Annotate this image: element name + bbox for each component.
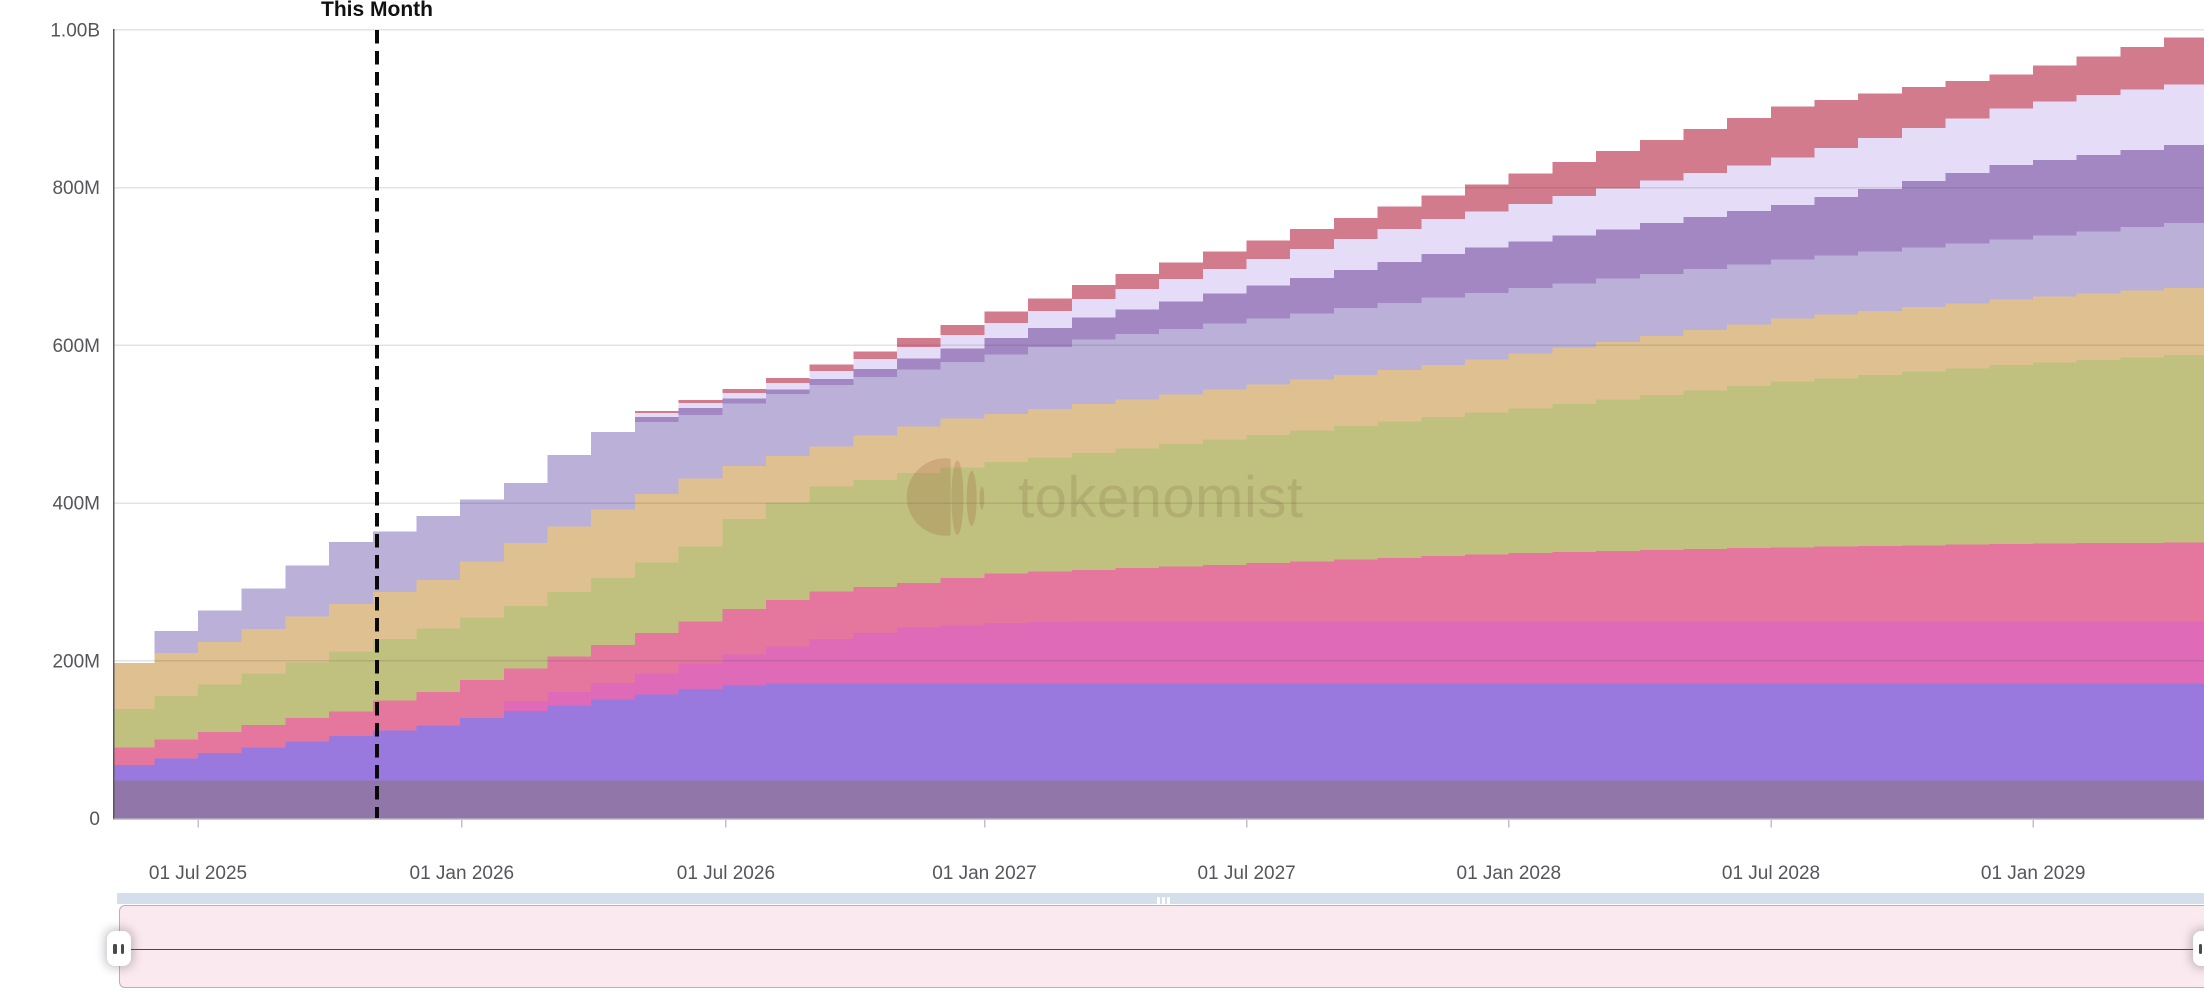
svg-text:01 Jul 2027: 01 Jul 2027 [1197, 863, 1295, 884]
svg-text:01 Jul 2025: 01 Jul 2025 [149, 863, 247, 884]
svg-text:01 Jan 2026: 01 Jan 2026 [410, 863, 515, 884]
svg-text:600M: 600M [52, 336, 100, 357]
svg-text:01 Jul 2028: 01 Jul 2028 [1722, 863, 1820, 884]
svg-text:01 Jan 2029: 01 Jan 2029 [1981, 863, 2086, 884]
svg-text:tokenomist: tokenomist [1018, 465, 1303, 530]
svg-text:01 Jul 2026: 01 Jul 2026 [677, 863, 775, 884]
svg-text:800M: 800M [52, 178, 100, 199]
svg-text:200M: 200M [52, 651, 100, 672]
svg-text:1.00B: 1.00B [50, 20, 100, 41]
svg-text:01 Jan 2028: 01 Jan 2028 [1457, 863, 1562, 884]
svg-text:0: 0 [89, 809, 100, 830]
svg-text:400M: 400M [52, 494, 100, 515]
svg-text:This Month: This Month [321, 0, 433, 21]
svg-text:01 Jan 2027: 01 Jan 2027 [932, 863, 1037, 884]
